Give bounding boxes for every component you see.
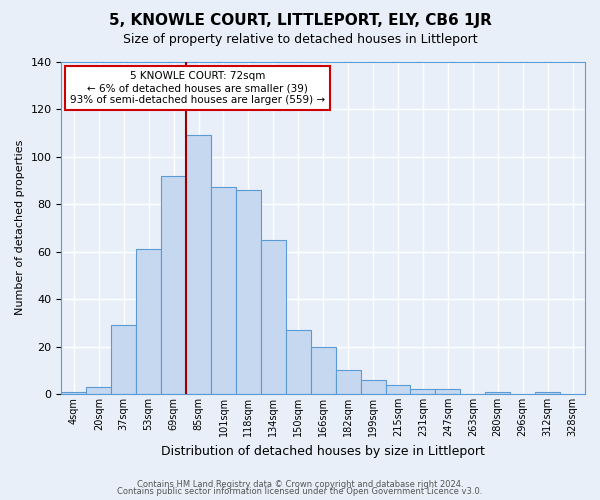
- Bar: [111, 325, 136, 394]
- Text: Contains public sector information licensed under the Open Government Licence v3: Contains public sector information licen…: [118, 487, 482, 496]
- Bar: [286, 330, 311, 394]
- Bar: [485, 392, 510, 394]
- Bar: [535, 392, 560, 394]
- Bar: [335, 370, 361, 394]
- Text: 5 KNOWLE COURT: 72sqm
← 6% of detached houses are smaller (39)
93% of semi-detac: 5 KNOWLE COURT: 72sqm ← 6% of detached h…: [70, 72, 325, 104]
- Bar: [410, 390, 436, 394]
- Bar: [236, 190, 261, 394]
- Text: Size of property relative to detached houses in Littleport: Size of property relative to detached ho…: [122, 32, 478, 46]
- X-axis label: Distribution of detached houses by size in Littleport: Distribution of detached houses by size …: [161, 444, 485, 458]
- Bar: [211, 188, 236, 394]
- Text: Contains HM Land Registry data © Crown copyright and database right 2024.: Contains HM Land Registry data © Crown c…: [137, 480, 463, 489]
- Bar: [386, 384, 410, 394]
- Bar: [311, 346, 335, 394]
- Bar: [61, 392, 86, 394]
- Bar: [436, 390, 460, 394]
- Bar: [161, 176, 186, 394]
- Bar: [86, 387, 111, 394]
- Text: 5, KNOWLE COURT, LITTLEPORT, ELY, CB6 1JR: 5, KNOWLE COURT, LITTLEPORT, ELY, CB6 1J…: [109, 12, 491, 28]
- Bar: [136, 249, 161, 394]
- Y-axis label: Number of detached properties: Number of detached properties: [15, 140, 25, 316]
- Bar: [261, 240, 286, 394]
- Bar: [361, 380, 386, 394]
- Bar: [186, 135, 211, 394]
